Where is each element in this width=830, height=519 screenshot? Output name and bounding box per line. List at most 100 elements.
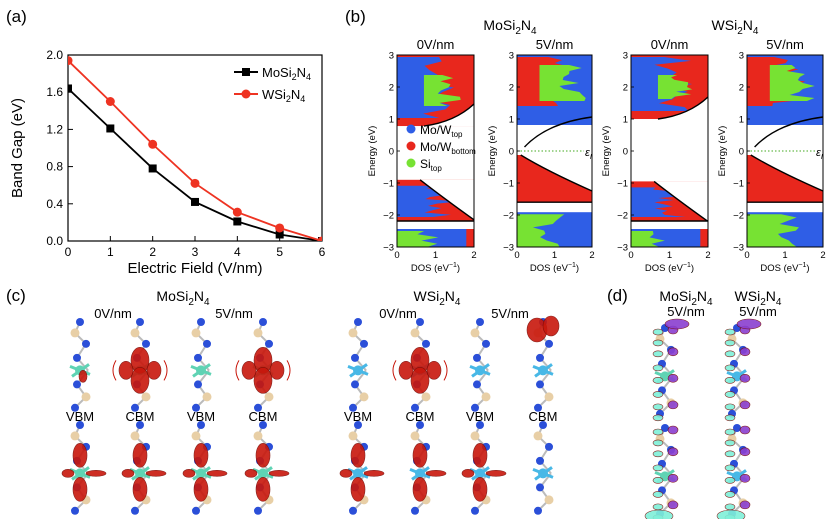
n-atom (73, 353, 81, 362)
field-label-c-0: 0V/nm (94, 306, 132, 321)
si-atom (130, 431, 140, 441)
data-point-mos (275, 230, 284, 239)
lower-gap (631, 221, 708, 229)
n-atom (76, 421, 84, 429)
charge-density-structures-d (644, 318, 762, 519)
structure-c (244, 421, 290, 515)
panel-label-a: (a) (6, 7, 27, 26)
density-lobe (716, 509, 746, 519)
orbital-lobe (398, 361, 414, 380)
legend-marker-ws (241, 89, 251, 99)
legend-label-mo-bottom: Mo/Wbottom (420, 140, 476, 156)
density-lobe (667, 425, 679, 435)
orbital-lobe (121, 469, 135, 478)
dos-xlabel-sup: −1 (449, 262, 457, 269)
si-atom (470, 328, 480, 338)
data-point-mos (233, 217, 242, 226)
n-atom (476, 421, 484, 429)
n-atom (351, 353, 359, 362)
valence-fill-top (397, 185, 460, 217)
n-atom (539, 421, 547, 429)
si-atom (359, 392, 369, 402)
legend-label-si-top: Sitop (420, 157, 442, 173)
conduction-edge-line (754, 116, 824, 148)
density-lobe (724, 350, 736, 358)
dos-y-tick-label: 3 (739, 51, 744, 62)
orbital-lobe (118, 361, 134, 380)
dos-x-tick-label: 2 (820, 250, 825, 261)
density-lobe (667, 500, 679, 510)
data-point-mos (106, 124, 115, 133)
si-atom (544, 495, 554, 505)
density-lobe (724, 491, 736, 498)
dos-x-tick-label: 0 (514, 250, 519, 261)
density-lobe (724, 403, 736, 411)
valence-edge-line (520, 154, 593, 192)
metal-atom (75, 468, 85, 479)
metal-atom (475, 468, 485, 479)
structure-c (121, 421, 167, 515)
orbital-lobe (472, 477, 488, 502)
si-atom (70, 431, 80, 441)
valence-edge-line (750, 154, 824, 192)
legend-marker-mo-bottom (406, 141, 416, 151)
lower-band-si (517, 214, 565, 247)
n-atom (82, 339, 90, 348)
metal-atom (258, 468, 268, 479)
n-atom (416, 318, 424, 326)
state-label: VBM (466, 409, 494, 424)
metal-atom (538, 365, 548, 376)
density-lobe (739, 374, 751, 383)
structure-c (392, 318, 448, 412)
density-lobe (724, 439, 736, 447)
state-label: VBM (66, 409, 94, 424)
orbital-lobe (461, 469, 475, 478)
density-lobe (652, 377, 664, 384)
orbital-lobe (485, 470, 507, 477)
density-lobe (724, 477, 736, 484)
dos-y-tick-label: 1 (739, 115, 744, 126)
dos-xlabel-end: ) (576, 263, 579, 274)
panel-d: (d) MoSi2N4 WSi2N4 5V/nm 5V/nm (607, 286, 782, 519)
structure-d (652, 318, 690, 422)
density-lobe (652, 503, 664, 511)
dos-x-tick-label: 2 (589, 250, 594, 261)
dos-xlabel: DOS (eV−1) (760, 262, 809, 274)
density-lobe (652, 477, 664, 484)
n-atom (197, 421, 205, 429)
lower-gap (397, 221, 474, 229)
si-atom (253, 431, 263, 441)
n-atom (733, 424, 741, 432)
n-atom (351, 380, 359, 389)
density-lobe (652, 391, 664, 398)
metal-atom (196, 468, 206, 479)
valence-edge-line (419, 179, 475, 221)
legend-label-mo-top: Mo/Wtop (420, 123, 463, 139)
n-atom (545, 442, 553, 451)
structure-c (526, 315, 560, 412)
dos-subplot-title: 5V/nm (536, 37, 574, 52)
orbital-lobe (72, 443, 88, 468)
lower-band-si (631, 231, 665, 247)
conduction-edge-line (523, 116, 593, 148)
state-label: CBM (406, 409, 435, 424)
structure-d (644, 424, 679, 519)
dos-x-tick-label: 1 (782, 250, 787, 261)
field-marker-sub: I (821, 154, 823, 161)
n-atom (349, 403, 357, 412)
orbital-lobe (255, 477, 271, 502)
legend-marker-mos (242, 68, 250, 76)
data-point-ws (232, 207, 242, 217)
orbital-lobe (206, 470, 228, 477)
metal-atom (415, 468, 425, 479)
si-atom (130, 328, 140, 338)
state-label: VBM (187, 409, 215, 424)
n-atom (76, 318, 84, 326)
structure-c (347, 318, 369, 412)
density-lobe (667, 374, 679, 383)
n-atom (354, 421, 362, 429)
x-tick-label: 2 (149, 245, 156, 259)
orbital-lobe (78, 370, 88, 383)
dos-y-tick-label: 0 (739, 147, 744, 158)
